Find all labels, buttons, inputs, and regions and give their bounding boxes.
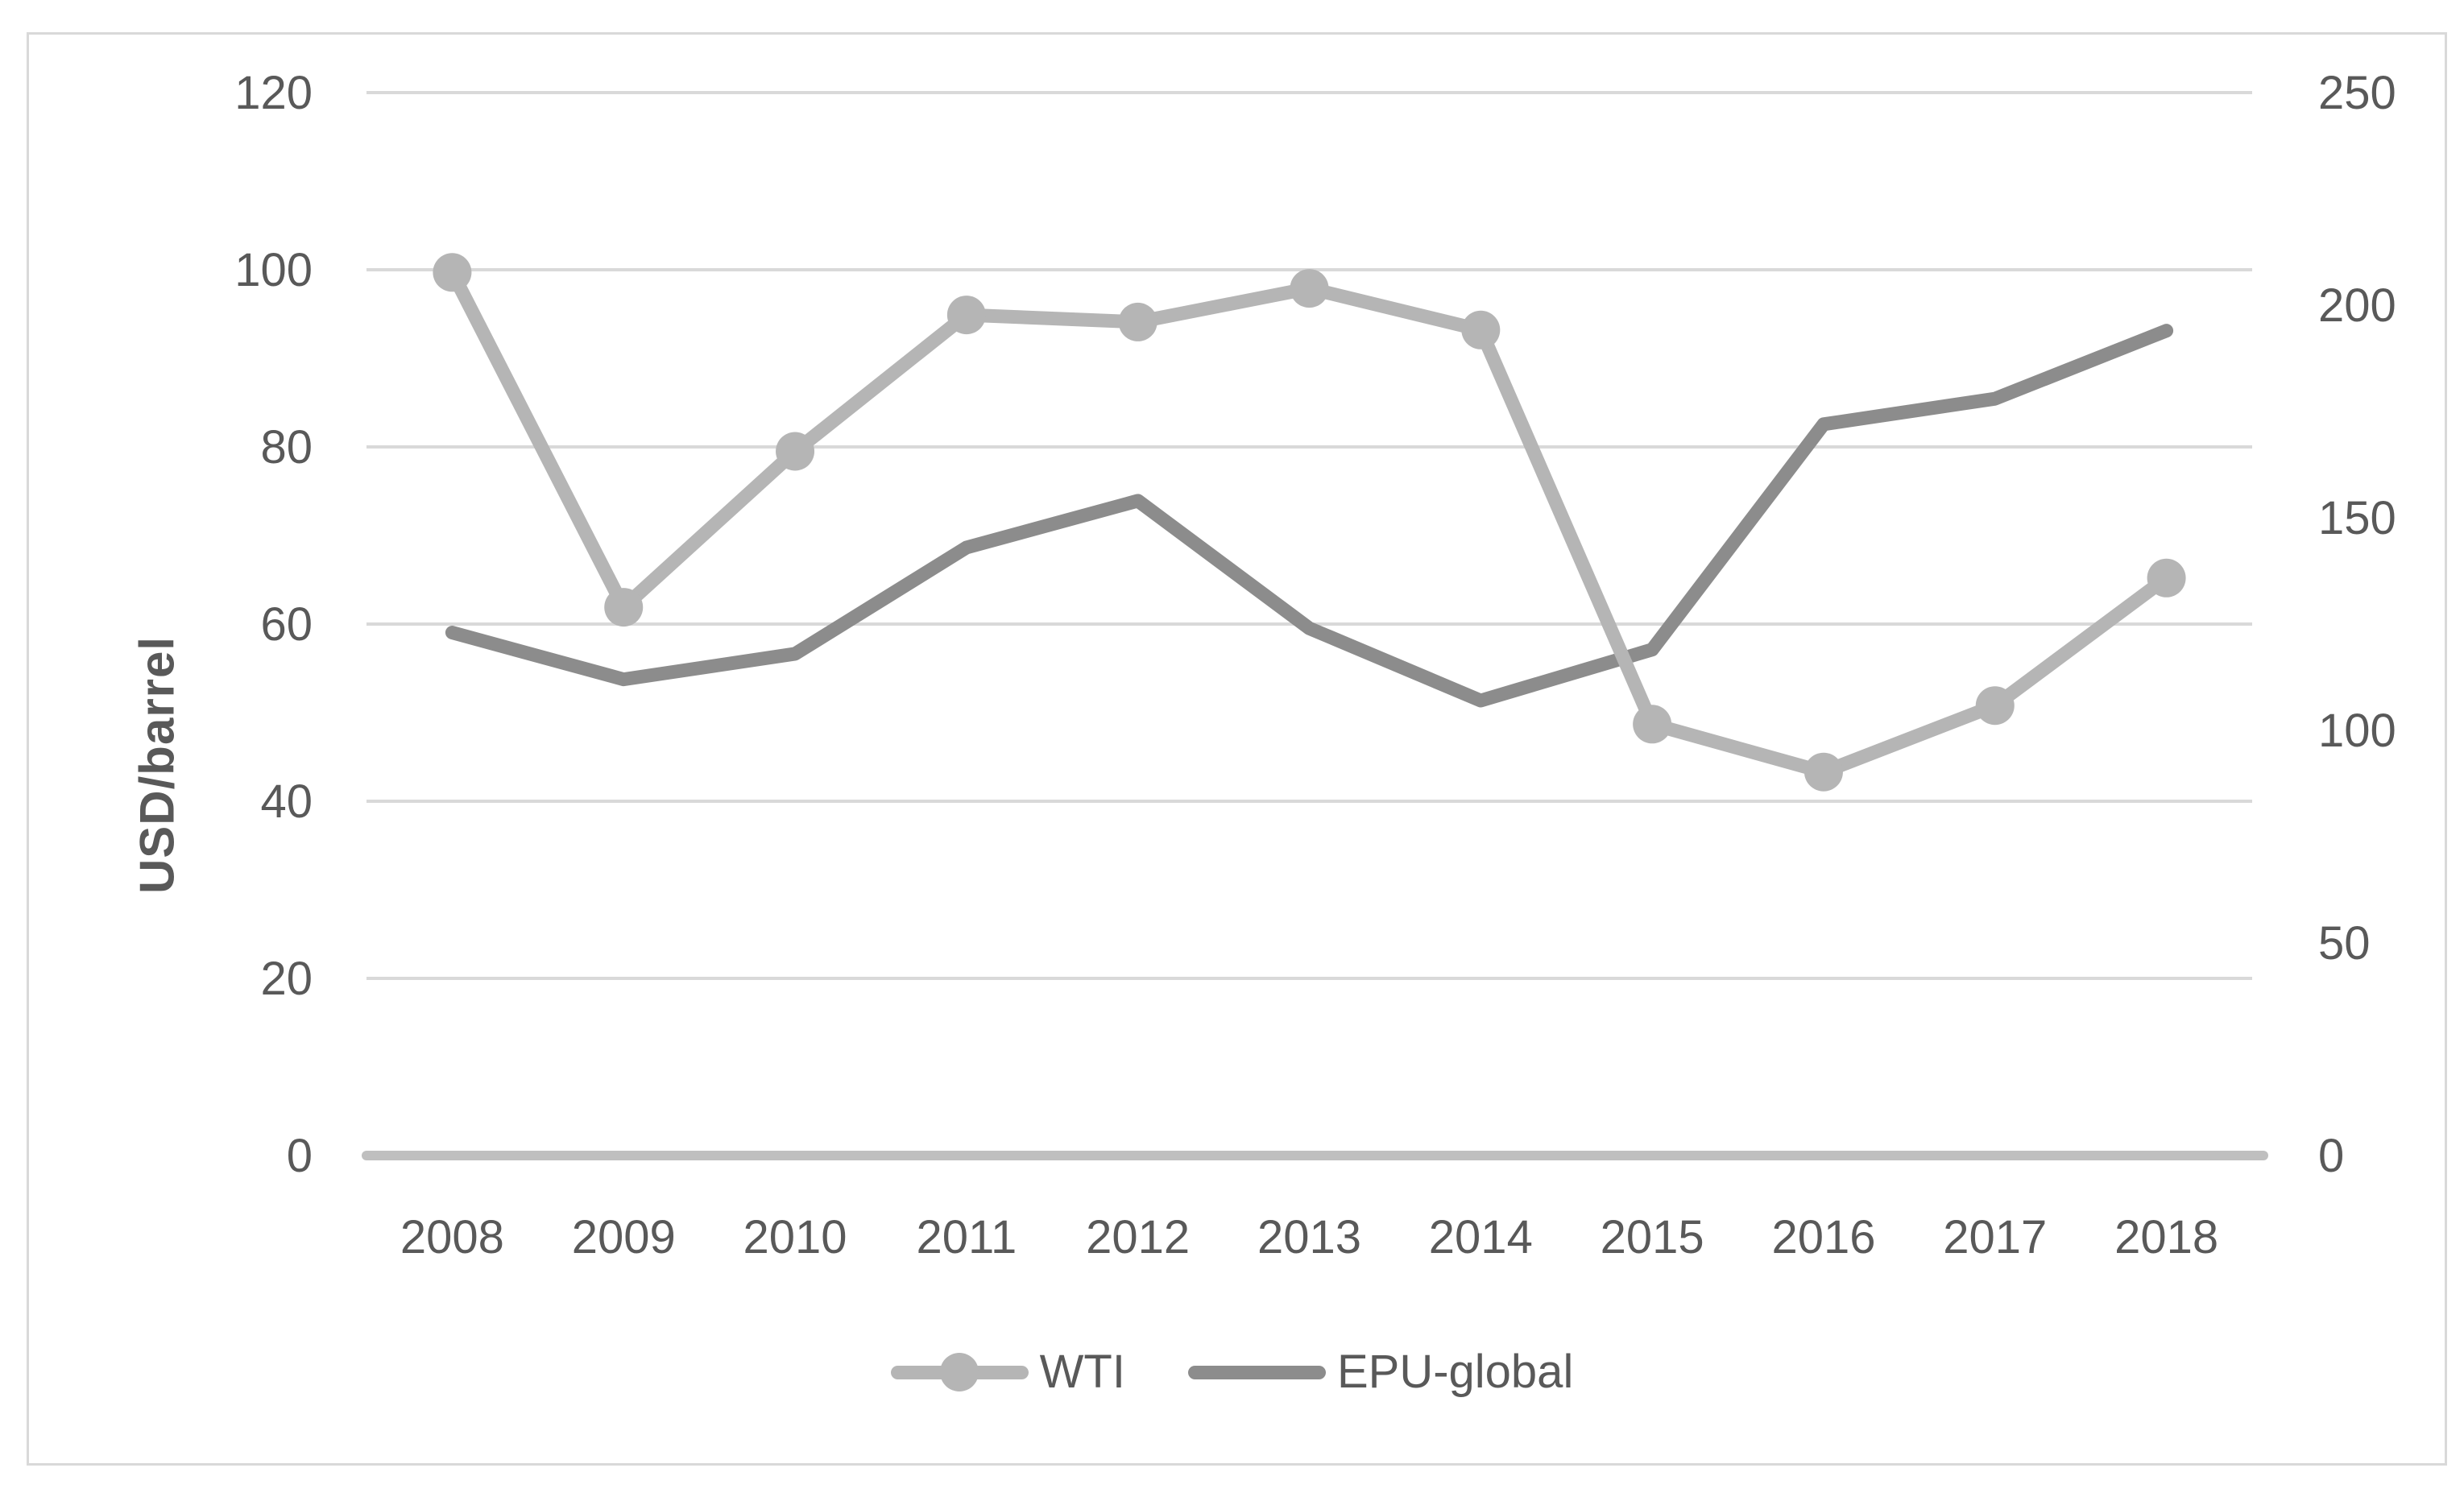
epu-legend-line-swatch bbox=[1187, 1365, 1326, 1379]
x-axis-label-2018: 2018 bbox=[2114, 1211, 2218, 1263]
wti-point-2013 bbox=[1290, 269, 1329, 308]
left-axis-tick-40: 40 bbox=[260, 775, 313, 828]
legend-item-epu-global: EPU-global bbox=[1187, 1346, 1574, 1398]
x-axis-label-2008: 2008 bbox=[400, 1211, 504, 1263]
x-axis-label-2010: 2010 bbox=[743, 1211, 847, 1263]
wti-point-2015 bbox=[1633, 705, 1672, 744]
right-axis-tick-250: 250 bbox=[2318, 67, 2396, 119]
left-axis-tick-120: 120 bbox=[234, 67, 313, 119]
epu-legend-label: EPU-global bbox=[1336, 1346, 1574, 1398]
x-axis-label-2009: 2009 bbox=[572, 1211, 676, 1263]
left-axis-tick-100: 100 bbox=[234, 244, 313, 296]
x-axis-label-2017: 2017 bbox=[1943, 1211, 2047, 1263]
series-line-wti bbox=[445, 265, 2174, 779]
x-axis-label-2011: 2011 bbox=[916, 1211, 1017, 1263]
wti-point-2010 bbox=[776, 432, 815, 471]
left-axis-tick-80: 80 bbox=[260, 421, 313, 473]
wti-point-2016 bbox=[1803, 752, 1843, 792]
right-axis-tick-0: 0 bbox=[2318, 1130, 2344, 1182]
legend: WTI EPU-global bbox=[0, 1343, 2464, 1401]
wti-point-2012 bbox=[1118, 302, 1157, 341]
x-axis-label-2012: 2012 bbox=[1086, 1211, 1190, 1263]
wti-point-2009 bbox=[604, 588, 644, 627]
wti-legend-line-swatch bbox=[890, 1353, 1029, 1391]
x-axis-label-2014: 2014 bbox=[1429, 1211, 1533, 1263]
x-axis-label-2016: 2016 bbox=[1771, 1211, 1875, 1263]
x-axis-label-2015: 2015 bbox=[1601, 1211, 1704, 1263]
wti-legend-marker-icon bbox=[940, 1353, 979, 1391]
wti-point-2008 bbox=[433, 253, 472, 292]
right-axis-tick-50: 50 bbox=[2318, 917, 2371, 970]
left-axis-title: USD/barrel bbox=[130, 635, 184, 895]
wti-legend-label: WTI bbox=[1039, 1346, 1125, 1398]
right-axis-tick-200: 200 bbox=[2318, 279, 2396, 332]
right-axis-tick-150: 150 bbox=[2318, 492, 2396, 544]
left-axis-tick-0: 0 bbox=[287, 1130, 313, 1182]
right-axis-tick-100: 100 bbox=[2318, 705, 2396, 757]
wti-point-2011 bbox=[946, 296, 986, 335]
wti-point-2017 bbox=[1975, 686, 2015, 726]
wti-point-2014 bbox=[1461, 310, 1501, 349]
wti-point-2018 bbox=[2147, 558, 2186, 598]
x-axis-label-2013: 2013 bbox=[1257, 1211, 1361, 1263]
left-axis-tick-20: 20 bbox=[260, 953, 313, 1005]
legend-item-wti: WTI bbox=[890, 1346, 1125, 1398]
series-line-epu-global bbox=[445, 324, 2174, 708]
left-axis-tick-60: 60 bbox=[260, 598, 313, 651]
